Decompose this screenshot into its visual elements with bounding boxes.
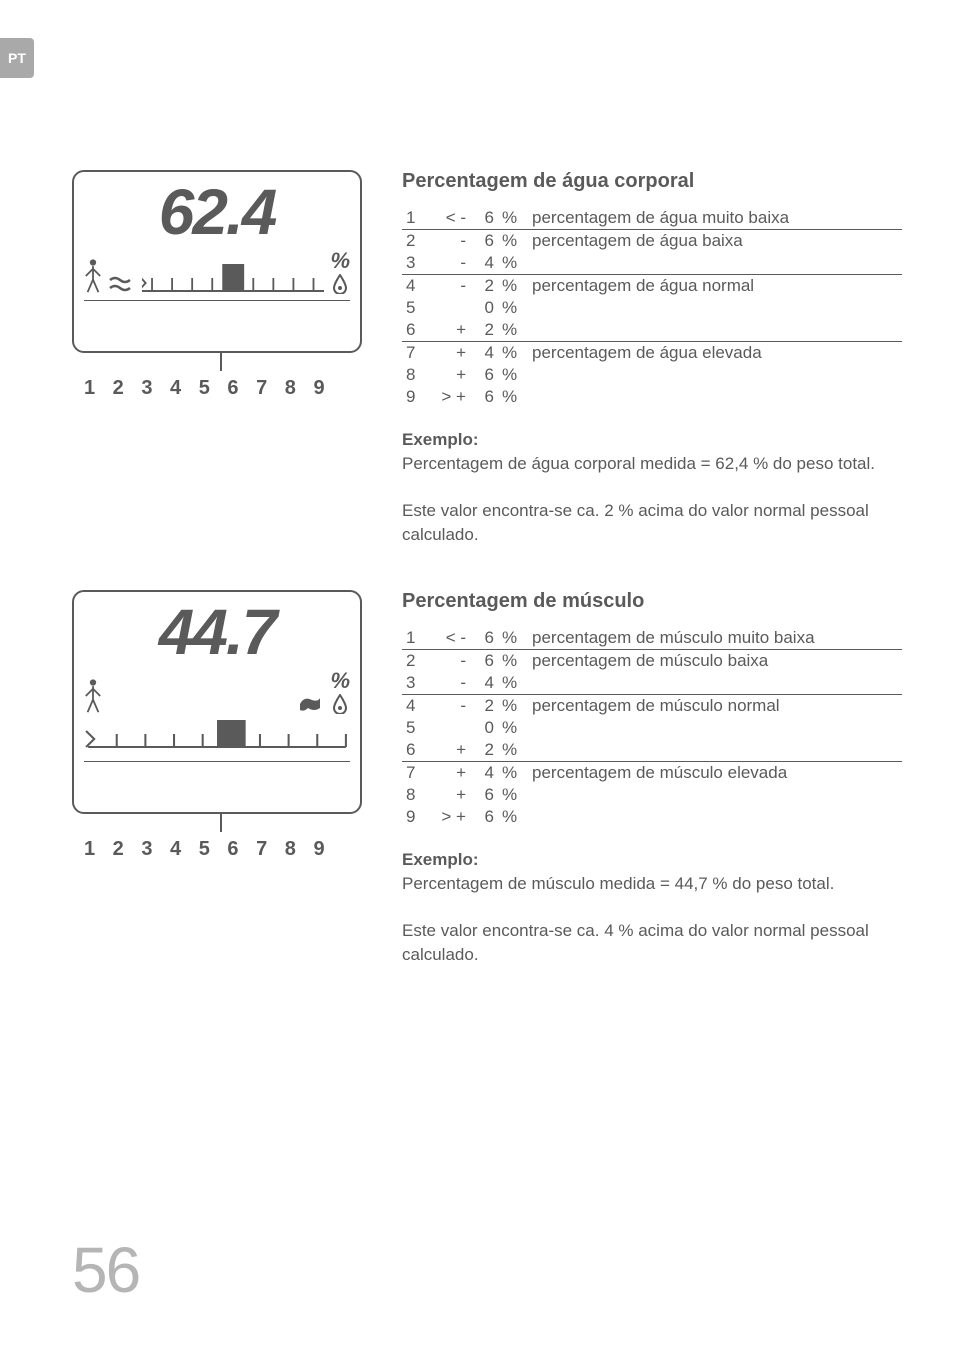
muscle-heading: Percentagem de músculo	[402, 590, 902, 613]
drop-icon	[333, 694, 347, 714]
percent-icon: %	[330, 250, 350, 272]
section-muscle: 44.7 %	[72, 590, 902, 967]
language-tab: PT	[0, 38, 34, 78]
water-table: 1< -6%percentagem de água muito baixa 2-…	[402, 207, 902, 408]
drop-icon	[333, 274, 347, 294]
arm-icon	[296, 694, 324, 714]
scale-digits: 1 2 3 4 5 6 7 8 9	[72, 838, 362, 861]
wave-icon	[108, 274, 136, 294]
percent-icon: %	[330, 670, 350, 692]
pointer-line	[220, 353, 222, 371]
muscle-value: 44.7	[84, 600, 350, 664]
section-water: 62.4	[72, 170, 902, 547]
person-icon	[84, 678, 102, 714]
water-example: Exemplo: Percentagem de água corporal me…	[402, 428, 902, 547]
scale-bar	[84, 714, 350, 750]
muscle-table: 1< -6%percentagem de músculo muito baixa…	[402, 627, 902, 828]
display-muscle: 44.7 %	[72, 590, 362, 967]
pointer-line	[220, 814, 222, 832]
page-number: 56	[72, 1233, 139, 1307]
display-water: 62.4	[72, 170, 362, 547]
person-icon	[84, 258, 102, 294]
scale-bar	[142, 258, 324, 294]
scale-digits: 1 2 3 4 5 6 7 8 9	[72, 377, 362, 400]
water-heading: Percentagem de água corporal	[402, 170, 902, 193]
muscle-example: Exemplo: Percentagem de músculo medida =…	[402, 848, 902, 967]
water-value: 62.4	[84, 180, 350, 244]
